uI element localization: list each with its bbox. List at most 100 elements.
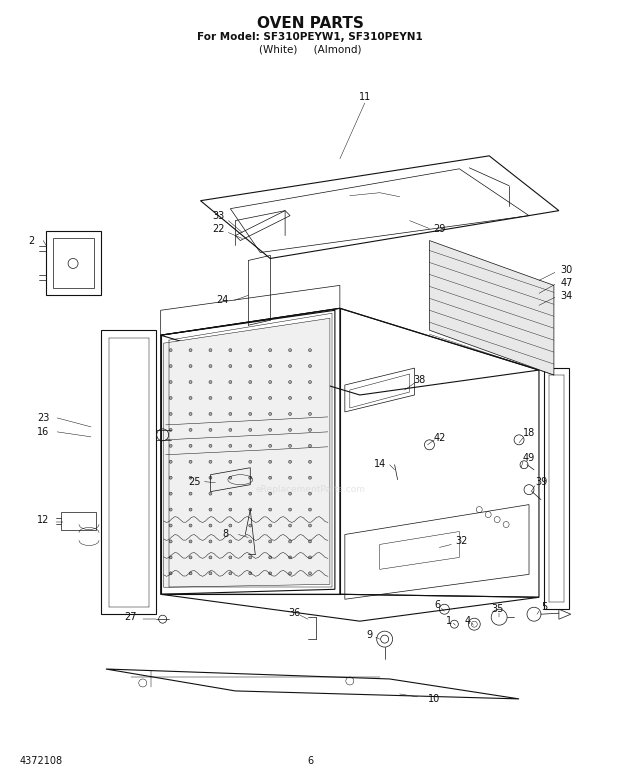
Circle shape <box>229 508 232 511</box>
Circle shape <box>169 349 172 352</box>
Text: 16: 16 <box>37 427 50 437</box>
Circle shape <box>169 524 172 527</box>
Circle shape <box>209 492 212 495</box>
Circle shape <box>249 364 252 368</box>
Circle shape <box>288 461 291 463</box>
Circle shape <box>309 381 311 383</box>
Circle shape <box>229 572 232 575</box>
Circle shape <box>309 461 311 463</box>
Text: 4372108: 4372108 <box>19 755 63 766</box>
Circle shape <box>249 524 252 527</box>
Circle shape <box>268 572 272 575</box>
Text: 22: 22 <box>212 224 224 234</box>
Circle shape <box>189 508 192 511</box>
Circle shape <box>249 556 252 559</box>
Circle shape <box>209 364 212 368</box>
Text: 38: 38 <box>414 375 426 385</box>
Text: 23: 23 <box>37 413 50 423</box>
Text: 47: 47 <box>560 278 573 289</box>
Circle shape <box>288 396 291 400</box>
Circle shape <box>249 572 252 575</box>
Circle shape <box>209 429 212 432</box>
Circle shape <box>189 429 192 432</box>
Text: 6: 6 <box>435 601 440 610</box>
Circle shape <box>229 364 232 368</box>
Circle shape <box>229 461 232 463</box>
Circle shape <box>268 444 272 447</box>
Circle shape <box>209 476 212 479</box>
Circle shape <box>169 492 172 495</box>
Circle shape <box>249 476 252 479</box>
Text: 33: 33 <box>212 210 224 221</box>
Text: 14: 14 <box>374 459 386 468</box>
Circle shape <box>249 396 252 400</box>
Text: 39: 39 <box>535 477 547 486</box>
Circle shape <box>169 540 172 543</box>
Circle shape <box>309 396 311 400</box>
Circle shape <box>309 364 311 368</box>
Circle shape <box>288 572 291 575</box>
Circle shape <box>229 396 232 400</box>
Circle shape <box>229 524 232 527</box>
Circle shape <box>288 556 291 559</box>
Circle shape <box>189 556 192 559</box>
Circle shape <box>268 508 272 511</box>
Text: 1: 1 <box>446 616 453 626</box>
Polygon shape <box>430 241 554 375</box>
Circle shape <box>189 381 192 383</box>
Circle shape <box>288 429 291 432</box>
Circle shape <box>249 444 252 447</box>
Circle shape <box>169 556 172 559</box>
Circle shape <box>229 476 232 479</box>
Circle shape <box>189 349 192 352</box>
Circle shape <box>169 412 172 415</box>
Circle shape <box>268 412 272 415</box>
Circle shape <box>209 381 212 383</box>
Circle shape <box>268 381 272 383</box>
Circle shape <box>209 412 212 415</box>
Circle shape <box>309 556 311 559</box>
Circle shape <box>249 412 252 415</box>
Text: 11: 11 <box>358 92 371 102</box>
Circle shape <box>309 492 311 495</box>
Circle shape <box>288 412 291 415</box>
Circle shape <box>169 508 172 511</box>
Circle shape <box>169 364 172 368</box>
Circle shape <box>169 461 172 463</box>
Text: 9: 9 <box>366 630 373 640</box>
Circle shape <box>209 508 212 511</box>
Circle shape <box>229 429 232 432</box>
Circle shape <box>189 412 192 415</box>
Circle shape <box>249 540 252 543</box>
Circle shape <box>189 540 192 543</box>
Text: 42: 42 <box>433 432 446 443</box>
Circle shape <box>209 572 212 575</box>
Circle shape <box>229 349 232 352</box>
Circle shape <box>309 508 311 511</box>
Text: For Model: SF310PEYW1, SF310PEYN1: For Model: SF310PEYW1, SF310PEYN1 <box>197 32 423 42</box>
Circle shape <box>268 364 272 368</box>
Circle shape <box>288 349 291 352</box>
Circle shape <box>169 476 172 479</box>
Text: 24: 24 <box>216 296 229 305</box>
Circle shape <box>249 508 252 511</box>
Circle shape <box>309 540 311 543</box>
Text: 5: 5 <box>541 602 547 612</box>
Text: 30: 30 <box>560 265 573 275</box>
Circle shape <box>209 540 212 543</box>
Circle shape <box>268 396 272 400</box>
Circle shape <box>209 461 212 463</box>
Circle shape <box>209 396 212 400</box>
Text: eReplacementParts.com: eReplacementParts.com <box>255 485 365 494</box>
Circle shape <box>169 381 172 383</box>
Circle shape <box>288 540 291 543</box>
Circle shape <box>229 381 232 383</box>
Text: 8: 8 <box>223 529 228 540</box>
Circle shape <box>209 556 212 559</box>
Circle shape <box>169 429 172 432</box>
Text: 36: 36 <box>288 608 300 619</box>
Text: 27: 27 <box>125 612 137 622</box>
Circle shape <box>288 444 291 447</box>
Circle shape <box>249 429 252 432</box>
Circle shape <box>309 444 311 447</box>
